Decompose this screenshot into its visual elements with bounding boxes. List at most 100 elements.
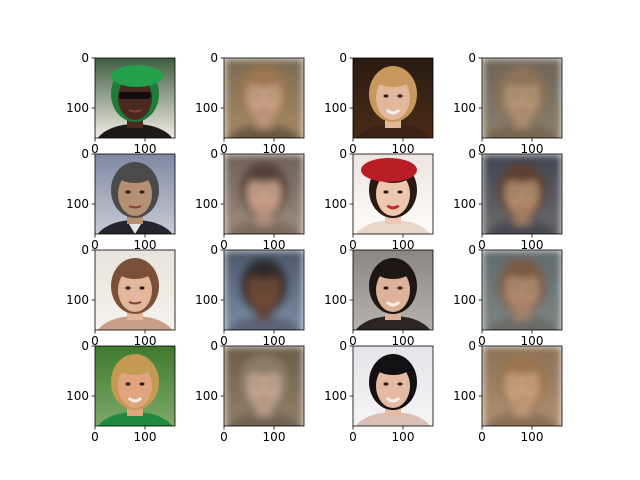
face-photo xyxy=(95,250,175,330)
x-tick-label: 100 xyxy=(392,430,415,444)
axes-frame xyxy=(223,249,305,331)
x-tick-label: 100 xyxy=(134,142,157,156)
panel-3-2: 0 100 0 100 xyxy=(195,243,305,348)
reconstructed-face-image xyxy=(482,154,562,234)
axes-frame xyxy=(352,153,434,235)
x-tick-label: 0 xyxy=(478,238,486,252)
axes-frame xyxy=(481,249,563,331)
reconstructed-face-image xyxy=(224,250,304,330)
y-tick-label: 0 xyxy=(210,339,218,353)
x-tick-label: 0 xyxy=(349,430,357,444)
y-tick-label: 100 xyxy=(453,101,476,115)
reconstructed-face-image xyxy=(224,58,304,138)
axes-frame xyxy=(481,153,563,235)
axes-frame xyxy=(94,345,176,427)
x-tick-label: 0 xyxy=(349,238,357,252)
y-tick-label: 100 xyxy=(324,101,347,115)
y-tick-label: 0 xyxy=(468,339,476,353)
axes-frame xyxy=(481,345,563,427)
x-tick-label: 100 xyxy=(134,334,157,348)
panel-4-4: 0 100 0 100 xyxy=(453,339,563,444)
y-tick-label: 0 xyxy=(210,51,218,65)
panel-3-4: 0 100 0 100 xyxy=(453,243,563,348)
panel-1-3: 0 100 0 100 xyxy=(324,51,434,156)
x-tick-label: 0 xyxy=(349,334,357,348)
y-tick-label: 100 xyxy=(66,101,89,115)
x-tick-label: 100 xyxy=(263,430,286,444)
y-tick-label: 0 xyxy=(81,51,89,65)
face-photo xyxy=(353,250,433,330)
y-tick-label: 100 xyxy=(453,293,476,307)
reconstructed-face-image xyxy=(482,250,562,330)
panel-4-2: 0 100 0 100 xyxy=(195,339,305,444)
panel-4-1: 0 100 0 100 xyxy=(66,339,176,444)
panel-1-4: 0 100 0 100 xyxy=(453,51,563,156)
axes-frame xyxy=(223,57,305,139)
y-tick-label: 0 xyxy=(81,147,89,161)
axes-frame xyxy=(94,153,176,235)
y-tick-label: 0 xyxy=(339,147,347,161)
y-tick-label: 0 xyxy=(339,243,347,257)
y-tick-label: 100 xyxy=(66,197,89,211)
x-tick-label: 0 xyxy=(220,334,228,348)
x-tick-label: 100 xyxy=(263,238,286,252)
axes-frame xyxy=(352,249,434,331)
y-tick-label: 100 xyxy=(324,197,347,211)
axes-frame xyxy=(352,345,434,427)
axes-frame xyxy=(223,153,305,235)
panel-1-2: 0 100 0 100 xyxy=(195,51,305,156)
y-tick-label: 100 xyxy=(453,197,476,211)
x-tick-label: 0 xyxy=(91,334,99,348)
x-tick-label: 0 xyxy=(220,142,228,156)
x-tick-label: 100 xyxy=(263,334,286,348)
face-photo xyxy=(95,154,175,234)
panel-2-4: 0 100 0 100 xyxy=(453,147,563,252)
y-tick-label: 0 xyxy=(210,147,218,161)
y-tick-label: 0 xyxy=(81,339,89,353)
axes-frame xyxy=(223,345,305,427)
y-tick-label: 100 xyxy=(195,389,218,403)
axes-frame xyxy=(94,57,176,139)
x-tick-label: 0 xyxy=(220,430,228,444)
x-tick-label: 0 xyxy=(91,430,99,444)
face-photo xyxy=(353,154,433,234)
y-tick-label: 0 xyxy=(81,243,89,257)
x-tick-label: 0 xyxy=(478,142,486,156)
y-tick-label: 100 xyxy=(453,389,476,403)
reconstructed-face-image xyxy=(224,346,304,426)
x-tick-label: 0 xyxy=(220,238,228,252)
panel-4-3: 0 100 0 100 xyxy=(324,339,434,444)
x-tick-label: 100 xyxy=(521,142,544,156)
reconstructed-face-image xyxy=(482,346,562,426)
axes-frame xyxy=(481,57,563,139)
x-tick-label: 100 xyxy=(521,334,544,348)
y-tick-label: 0 xyxy=(339,339,347,353)
y-tick-label: 100 xyxy=(66,389,89,403)
x-tick-label: 100 xyxy=(263,142,286,156)
axes-frame xyxy=(352,57,434,139)
x-tick-label: 100 xyxy=(134,238,157,252)
panel-2-1: 0 100 0 100 xyxy=(66,147,176,252)
y-tick-label: 0 xyxy=(468,147,476,161)
y-tick-label: 100 xyxy=(195,197,218,211)
x-tick-label: 100 xyxy=(521,430,544,444)
x-tick-label: 100 xyxy=(392,142,415,156)
y-tick-label: 100 xyxy=(324,293,347,307)
y-tick-label: 0 xyxy=(468,51,476,65)
panel-2-2: 0 100 0 100 xyxy=(195,147,305,252)
y-tick-label: 0 xyxy=(468,243,476,257)
panel-3-1: 0 100 0 100 xyxy=(66,243,176,348)
face-photo xyxy=(95,58,175,138)
panel-1-1: 0 100 0 100 xyxy=(66,51,176,156)
y-tick-label: 100 xyxy=(195,101,218,115)
y-tick-label: 100 xyxy=(324,389,347,403)
x-tick-label: 0 xyxy=(91,142,99,156)
x-tick-label: 100 xyxy=(392,334,415,348)
panel-2-3: 0 100 0 100 xyxy=(324,147,434,252)
face-photo xyxy=(95,346,175,426)
reconstructed-face-image xyxy=(224,154,304,234)
x-tick-label: 100 xyxy=(392,238,415,252)
y-tick-label: 0 xyxy=(210,243,218,257)
x-tick-label: 0 xyxy=(91,238,99,252)
